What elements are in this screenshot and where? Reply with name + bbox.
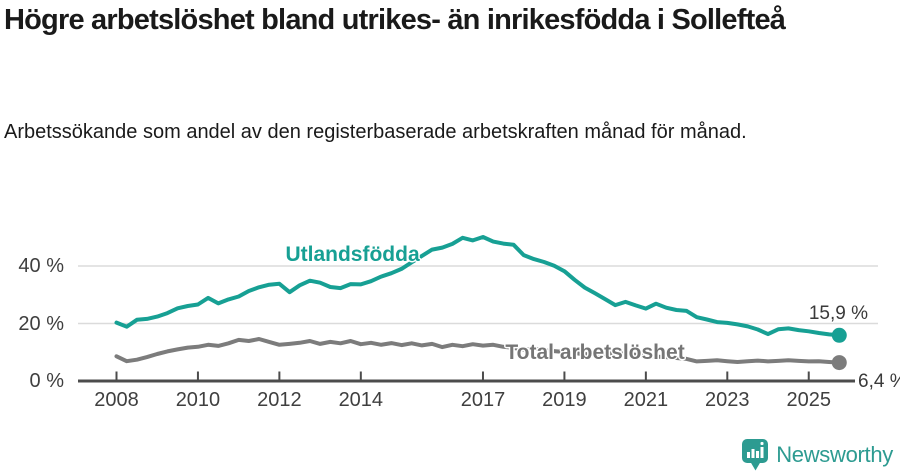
series-end-dot (831, 327, 847, 343)
y-tick-label: 40 % (18, 255, 64, 277)
chart-subtitle: Arbetssökande som andel av den registerb… (4, 121, 747, 143)
newsworthy-logo-icon (741, 438, 770, 471)
series-label-utlandsfodda: Utlandsfödda (285, 242, 420, 266)
series-line-total (114, 337, 842, 365)
series-end-dot (831, 355, 847, 371)
series-line-utlandsfodda (114, 235, 842, 338)
x-tick-label: 2021 (623, 389, 669, 411)
x-tick-label: 2008 (94, 389, 139, 411)
x-tick-label: 2017 (460, 389, 506, 411)
y-tick-label: 0 % (29, 370, 64, 392)
end-value-utlandsfodda: 15,9 % (808, 303, 868, 324)
x-tick-label: 2010 (175, 389, 221, 411)
page-title: Högre arbetslöshet bland utrikes- än inr… (4, 4, 786, 36)
brand-name: Newsworthy (776, 441, 893, 467)
x-tick-label: 2012 (257, 389, 302, 411)
y-tick-label: 20 % (18, 312, 64, 335)
x-tick-label: 2025 (786, 389, 831, 411)
x-tick-label: 2019 (542, 389, 587, 411)
x-tick-label: 2014 (338, 389, 384, 411)
end-value-total: 6,4 % (858, 371, 900, 392)
series-label-total: Total arbetslöshet (505, 340, 685, 364)
brand-footer: Newsworthy (741, 438, 893, 471)
x-tick-label: 2023 (705, 389, 750, 411)
